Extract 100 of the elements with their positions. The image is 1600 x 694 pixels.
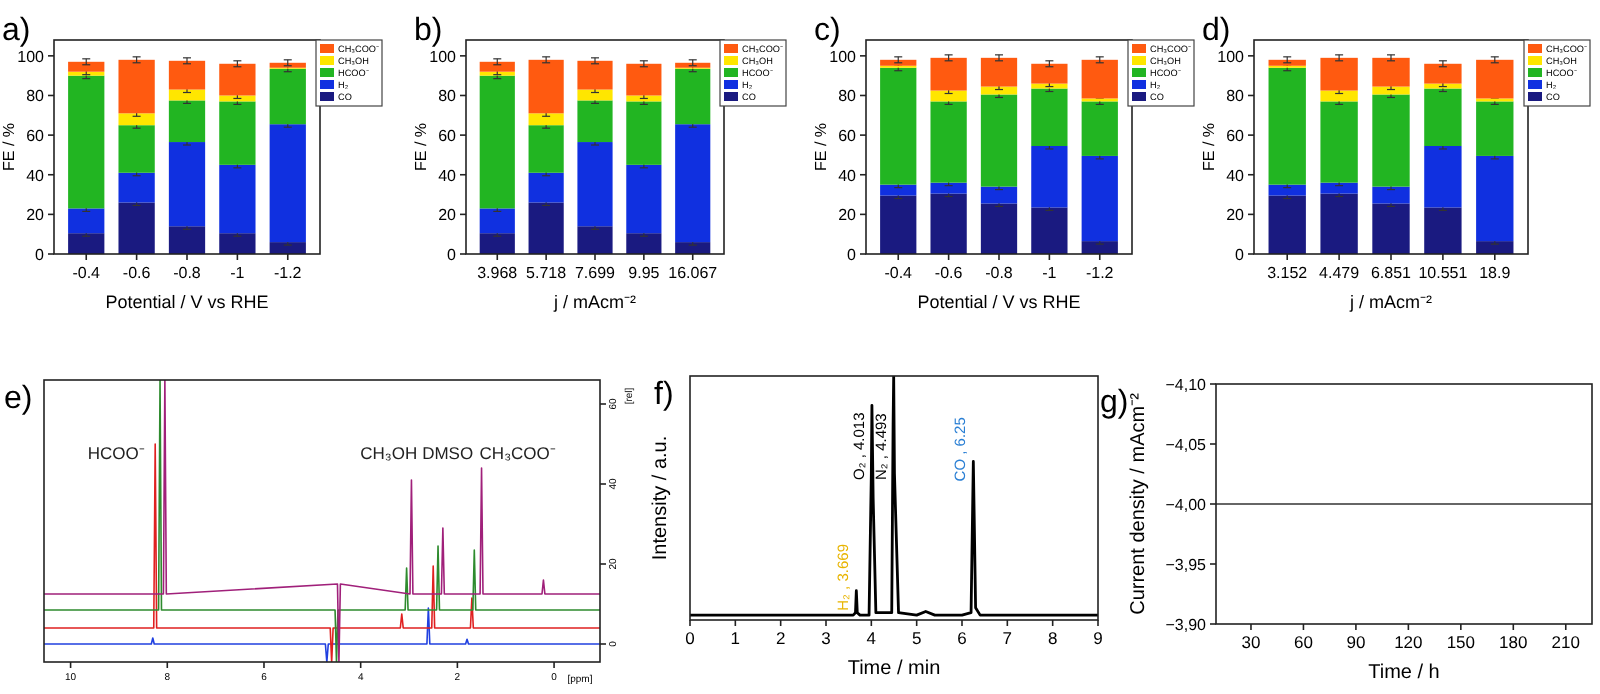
y-tick-label: 40 — [838, 166, 858, 185]
bar — [219, 164, 256, 234]
line-series — [44, 380, 600, 662]
bar — [219, 233, 256, 254]
bar — [1031, 83, 1068, 89]
y-tick-label: 0 — [447, 246, 458, 264]
x-tick-label: 6 — [957, 628, 968, 648]
bar — [1424, 88, 1462, 147]
x-tick-label: 150 — [1446, 632, 1476, 652]
y-tick-label: 20 — [838, 206, 858, 225]
y-axis-title: FE / % — [812, 122, 830, 172]
chart-title: e) — [4, 382, 33, 416]
y-tick-label: −4,05 — [1165, 436, 1208, 454]
bar — [1476, 241, 1514, 254]
bar — [980, 186, 1018, 204]
bar — [219, 101, 256, 165]
y-tick-label: 40 — [1226, 166, 1246, 185]
bar — [626, 63, 662, 96]
y-tick-label: −4,00 — [1165, 496, 1208, 514]
bar — [1320, 193, 1358, 254]
y-tick-label: 20 — [26, 206, 46, 225]
bar — [930, 90, 967, 102]
annotation: CH₃OH — [360, 442, 418, 463]
y-tick-label: 80 — [26, 87, 46, 106]
x-tick-label: 10.551 — [1418, 264, 1469, 282]
y-axis-title: FE / % — [0, 122, 18, 172]
y-tick-label: −3,90 — [1165, 616, 1208, 634]
bar — [269, 68, 306, 125]
chart-title: d) — [1202, 14, 1231, 48]
bar — [68, 61, 105, 72]
x-tick-label: 4 — [866, 628, 877, 648]
bar — [1424, 146, 1462, 208]
x-axis-title: Potential / V vs RHE — [917, 292, 1081, 312]
x-tick-label: 1 — [730, 628, 741, 648]
y-tick-label: 80 — [838, 87, 858, 106]
x-tick-label: 18.9 — [1479, 264, 1512, 282]
bar — [626, 233, 662, 254]
y-axis-title: Current density / mAcm⁻² — [1128, 391, 1150, 615]
x-tick-label: -0.6 — [122, 264, 152, 282]
bar — [1424, 83, 1462, 89]
y-tick-label: 0 — [1235, 246, 1246, 264]
bar — [118, 125, 155, 173]
bar — [1424, 207, 1462, 254]
bar — [168, 60, 206, 90]
bar — [1268, 195, 1306, 254]
bar — [880, 67, 917, 185]
bar — [118, 59, 155, 114]
bar — [1372, 94, 1410, 187]
line-series — [44, 607, 600, 662]
bar — [1081, 101, 1118, 156]
annotation: DMSO — [422, 442, 474, 463]
bar — [675, 68, 711, 125]
x-tick-label: 180 — [1499, 632, 1529, 652]
bar — [1031, 63, 1068, 84]
y-tick-label: 40 — [438, 166, 458, 185]
x-tick-label: 5.718 — [526, 264, 568, 282]
bar — [980, 94, 1018, 187]
x-tick-label: -0.8 — [985, 264, 1014, 282]
bar — [528, 113, 564, 126]
bar — [168, 142, 206, 227]
y-tick-label: 0 — [847, 246, 858, 264]
bar — [118, 113, 155, 126]
bar — [1476, 155, 1514, 242]
bar — [1372, 57, 1410, 87]
y-tick-label: 80 — [438, 87, 458, 106]
y-tick-label: 0 — [35, 246, 46, 264]
chart-title: a) — [2, 14, 31, 48]
bar — [675, 124, 711, 243]
x-axis-title: Time / min — [847, 658, 941, 680]
x-tick-label: -0.4 — [72, 264, 102, 282]
bar — [479, 61, 515, 72]
chart-title: b) — [414, 14, 443, 48]
bar — [479, 233, 515, 254]
x-tick-label: 16.067 — [668, 264, 719, 282]
annotation: CH₃COO⁻ — [479, 442, 556, 463]
y-tick-label: −3,95 — [1165, 556, 1208, 574]
y-tick-label: 20 — [438, 206, 458, 225]
bar — [1320, 101, 1358, 183]
x-axis-title: j / mAcm⁻² — [552, 292, 636, 312]
bar — [168, 226, 206, 254]
y-tick-label: −4,10 — [1165, 376, 1208, 394]
x-tick-label: 120 — [1394, 632, 1424, 652]
x-tick-label: 3.152 — [1267, 264, 1309, 282]
x-tick-label: 8 — [1047, 628, 1058, 648]
bar — [930, 193, 967, 254]
bar — [930, 57, 967, 91]
bar — [118, 202, 155, 254]
bar — [626, 95, 662, 102]
bar — [1081, 155, 1118, 242]
x-tick-label: -1 — [1042, 264, 1058, 282]
x-tick-label: 7.699 — [574, 264, 617, 282]
bar — [577, 60, 613, 90]
bar — [269, 62, 306, 68]
bar — [930, 182, 967, 194]
x-tick-label: 9 — [1093, 628, 1104, 648]
bar — [577, 100, 613, 143]
x-tick-label: 30 — [1241, 632, 1261, 652]
x-tick-label: 3 — [821, 628, 832, 648]
y-tick-label: 100 — [829, 47, 858, 66]
bar — [479, 208, 515, 234]
